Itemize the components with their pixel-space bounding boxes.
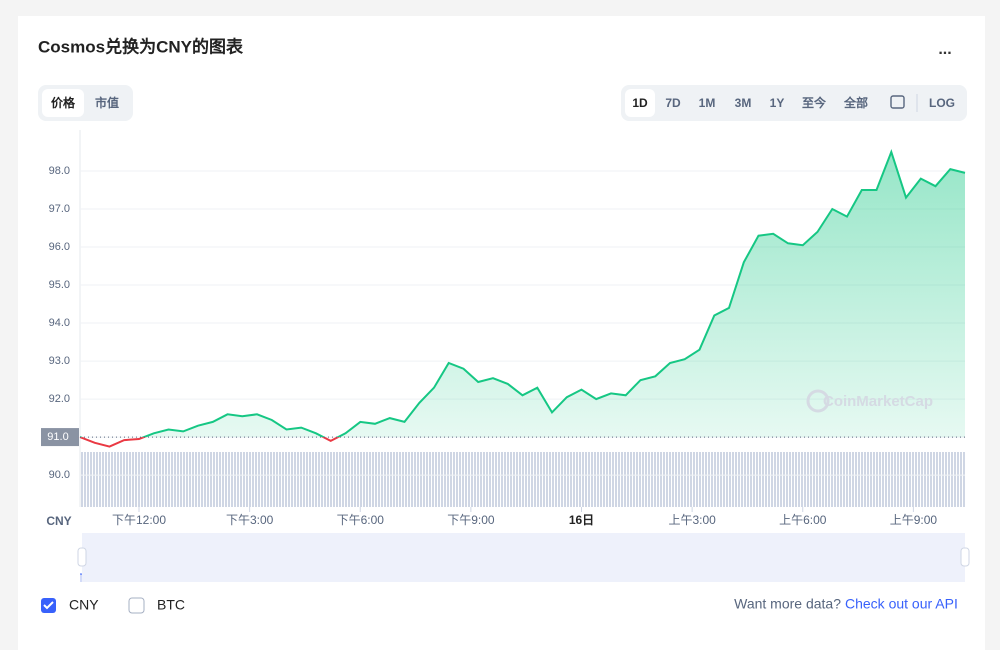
reference-tag [41, 428, 79, 447]
y-tick-label: 97.0 [49, 203, 70, 215]
tab-active [42, 89, 84, 117]
y-tick-label: 95.0 [49, 279, 70, 291]
x-tick-label: 上午9:00 [890, 513, 938, 527]
toggle-label[interactable]: BTC [157, 597, 185, 613]
api-link[interactable]: Check out our API [845, 596, 958, 612]
legend-label[interactable]: CNY [69, 597, 99, 613]
navigator[interactable] [82, 533, 965, 582]
volume-bars [80, 452, 965, 507]
y-tick-label: 94.0 [49, 317, 70, 329]
range-button[interactable]: 1Y [770, 96, 785, 110]
nav-handle[interactable] [960, 547, 970, 567]
y-tick-label: 96.0 [49, 241, 70, 253]
nav-handle[interactable] [77, 547, 87, 567]
range-button[interactable]: 3M [735, 96, 752, 110]
y-tick-label: 93.0 [49, 355, 70, 367]
y-axis-label: CNY [46, 514, 71, 528]
x-tick-label: 下午3:00 [226, 513, 274, 527]
watermark: CoinMarketCap [823, 393, 933, 410]
range-button[interactable]: 1M [699, 96, 716, 110]
area [144, 152, 965, 438]
range-button[interactable]: 7D [665, 96, 681, 110]
y-tick-label: 92.0 [49, 393, 70, 405]
menu[interactable]: ... [938, 41, 951, 58]
x-tick-label: 下午9:00 [447, 513, 495, 527]
x-tick-label: 16日 [569, 513, 594, 527]
footer-text: Want more data? [734, 596, 841, 612]
x-tick-label: 上午3:00 [668, 513, 716, 527]
range-button[interactable]: 至今 [802, 95, 827, 110]
range-group [621, 85, 967, 121]
x-tick-label: 上午6:00 [779, 513, 827, 527]
watermark-logo [806, 389, 830, 413]
range-active [625, 89, 655, 117]
reference-label: 91.0 [47, 431, 68, 443]
price-line [80, 149, 966, 438]
x-tick-label: 下午12:00 [112, 513, 166, 527]
range-button[interactable]: 1D [632, 96, 648, 110]
x-tick-label: 下午6:00 [337, 513, 385, 527]
title: Cosmos兑换为CNY的图表 [38, 36, 244, 56]
y-tick-label: 90.0 [49, 469, 70, 481]
log-button[interactable]: LOG [929, 96, 955, 110]
range-button[interactable]: 全部 [843, 95, 868, 110]
calendar-icon[interactable] [890, 95, 905, 109]
tab[interactable]: 市值 [95, 95, 119, 110]
tab[interactable]: 价格 [51, 95, 76, 110]
check [43, 601, 54, 610]
y-tick-label: 98.0 [49, 165, 70, 177]
checkbox[interactable] [128, 597, 145, 614]
